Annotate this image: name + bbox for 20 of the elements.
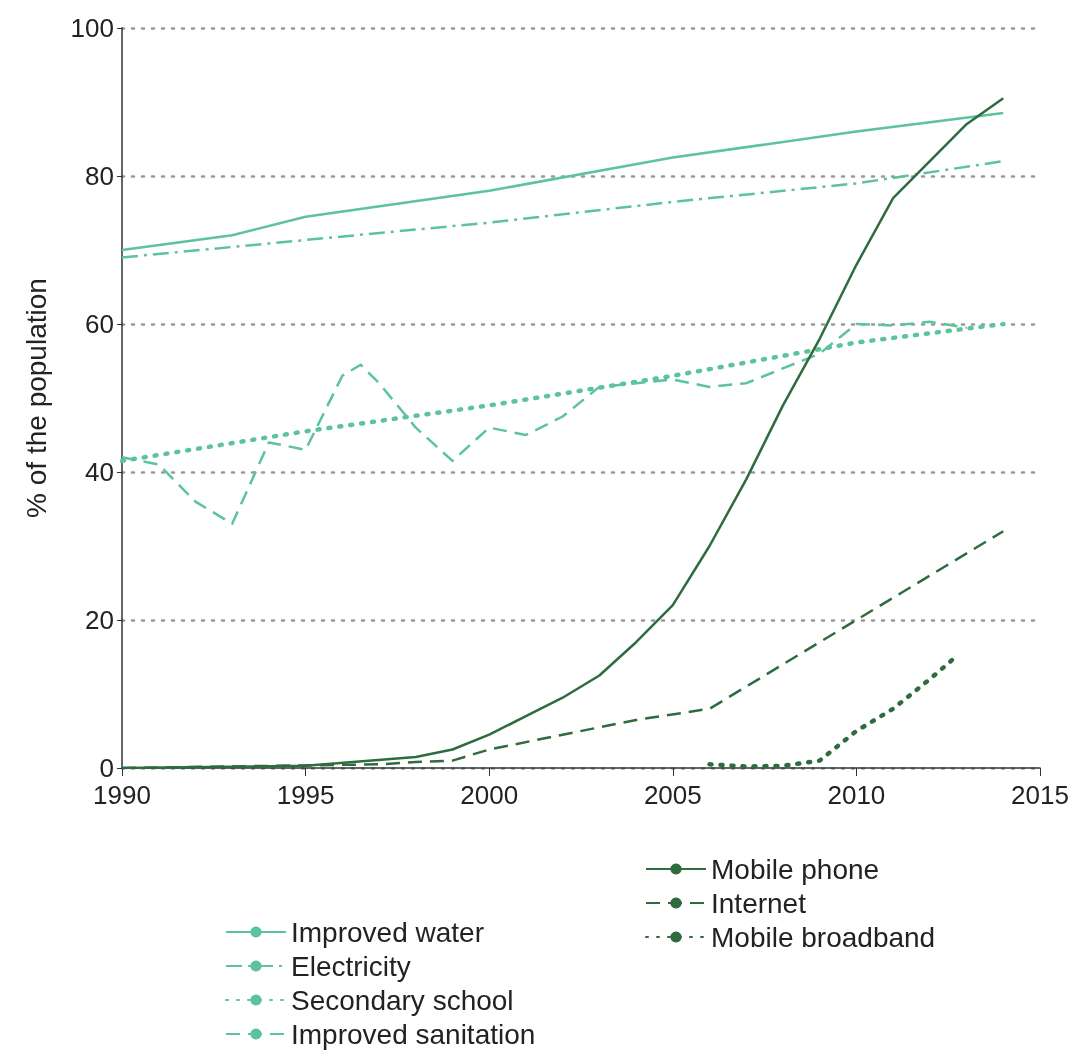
legend-label: Internet <box>711 887 807 919</box>
y-tick-label: 20 <box>85 605 114 635</box>
legend-label: Mobile phone <box>711 853 880 885</box>
x-tick-label: 2015 <box>1011 780 1069 810</box>
x-tick-label: 1990 <box>93 780 151 810</box>
y-tick-label: 40 <box>85 457 114 487</box>
x-tick-label: 2000 <box>460 780 519 810</box>
y-tick-label: 80 <box>85 161 114 191</box>
legend-label: Secondary school <box>291 984 514 1016</box>
x-tick-label: 2010 <box>827 780 886 810</box>
y-tick-label: 100 <box>70 13 114 43</box>
y-axis-title: % of the population <box>20 278 52 518</box>
legend-label: Improved sanitation <box>291 1018 536 1050</box>
x-tick-label: 2005 <box>643 780 702 810</box>
y-tick-label: 60 <box>85 309 114 339</box>
legend-label: Electricity <box>291 950 411 982</box>
x-tick-label: 1995 <box>276 780 335 810</box>
legend-label: Improved water <box>291 916 484 948</box>
y-tick-label: 0 <box>99 753 114 783</box>
legend-label: Mobile broadband <box>711 921 936 953</box>
